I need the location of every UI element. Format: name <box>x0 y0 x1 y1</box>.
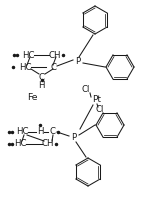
Text: P: P <box>71 133 77 142</box>
Text: C: C <box>38 72 44 81</box>
Text: HC: HC <box>19 63 31 71</box>
Text: H: H <box>38 81 44 91</box>
Text: H: H <box>37 127 43 136</box>
Text: CH: CH <box>49 50 61 59</box>
Text: Pt: Pt <box>92 96 102 105</box>
Text: Cl: Cl <box>82 85 90 94</box>
Text: HC: HC <box>16 127 28 136</box>
Text: C: C <box>49 127 55 136</box>
Text: C: C <box>50 63 56 71</box>
Text: Cl: Cl <box>96 105 104 114</box>
Text: Fe: Fe <box>27 92 37 101</box>
Text: HC: HC <box>14 139 26 148</box>
Text: HC: HC <box>22 50 34 59</box>
Text: CH: CH <box>42 139 54 148</box>
Text: P: P <box>75 58 81 67</box>
